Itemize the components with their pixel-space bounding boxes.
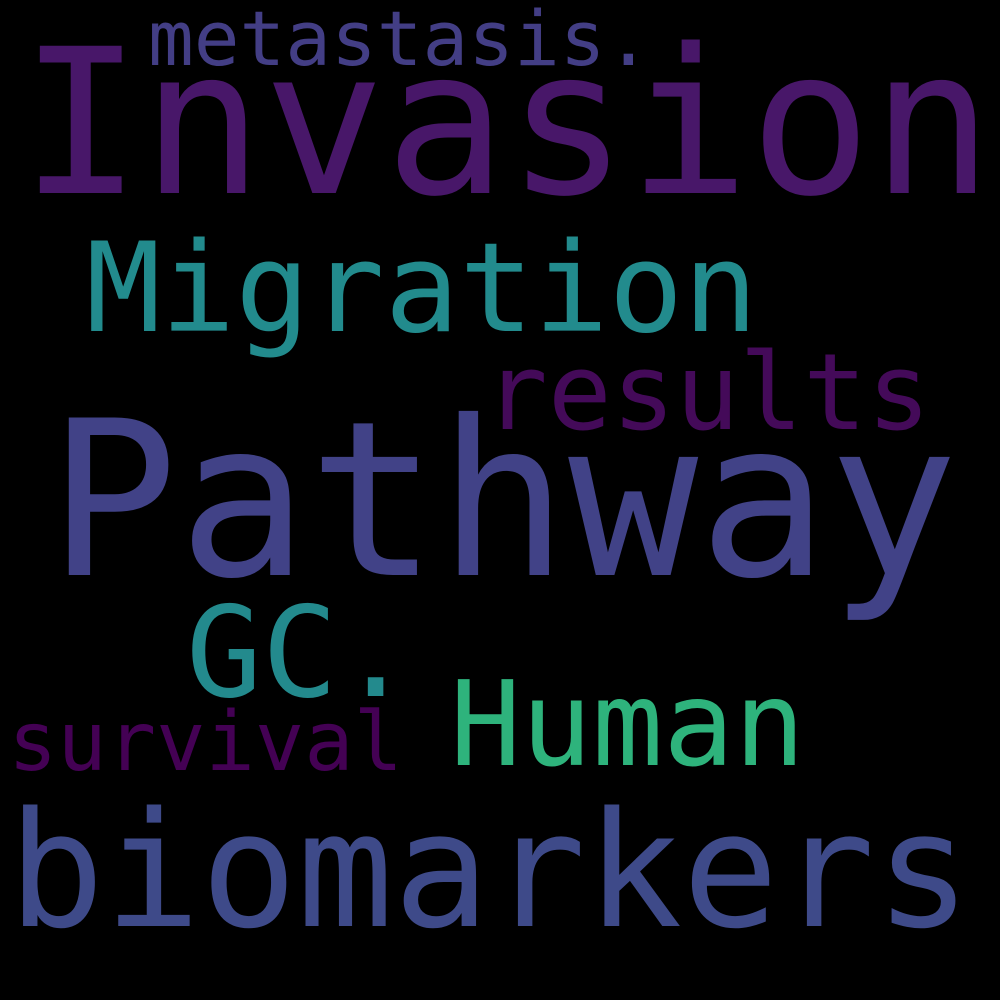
word-migration: Migration: [86, 217, 758, 361]
word-survival: survival: [8, 695, 403, 790]
word-biomarkers: biomarkers: [8, 777, 972, 964]
word-metastasis: metastasis.: [148, 0, 652, 83]
word-human: Human: [450, 655, 806, 793]
word-invasion: Invasion: [20, 5, 993, 241]
word-results: results: [484, 331, 931, 454]
word-gc: GC.: [186, 579, 414, 726]
word-pathway: Pathway: [48, 375, 959, 626]
